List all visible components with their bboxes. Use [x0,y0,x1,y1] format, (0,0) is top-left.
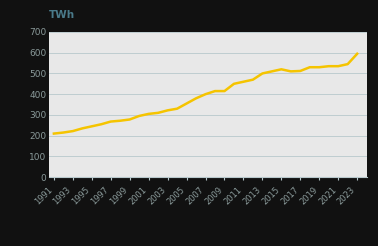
Text: TWh: TWh [49,10,75,20]
